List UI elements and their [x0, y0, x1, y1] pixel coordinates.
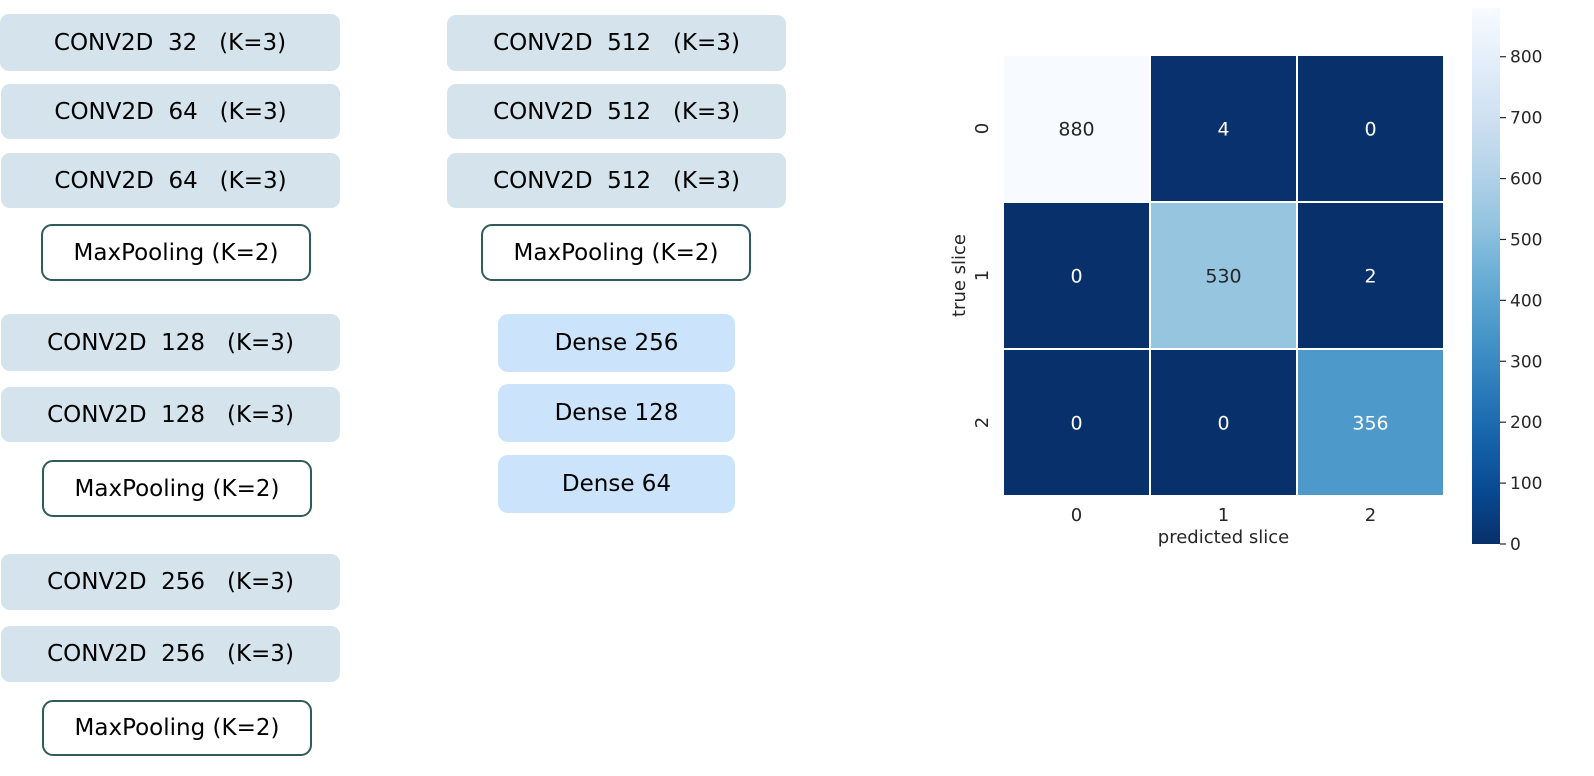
- cell-value-label: 4: [1217, 119, 1229, 141]
- conv-layer-block: CONV2D 32 (K=3): [0, 14, 340, 71]
- cell-value-label: 2: [1364, 266, 1376, 288]
- conv-layer-block: CONV2D 64 (K=3): [1, 153, 340, 208]
- heatmap-cell: [1296, 54, 1445, 203]
- y-axis-title: true slice: [949, 234, 970, 317]
- colorbar-tick-label: 300: [1510, 352, 1542, 372]
- y-tick-label: 1: [972, 270, 993, 281]
- heatmap-cell: [1002, 348, 1151, 497]
- cell-value-label: 0: [1217, 413, 1229, 435]
- x-tick-label: 2: [1365, 505, 1376, 526]
- cell-value-label: 0: [1070, 266, 1082, 288]
- conv-layer-block: CONV2D 128 (K=3): [1, 314, 340, 371]
- colorbar-tick-label: 800: [1510, 48, 1542, 68]
- cell-value-label: 880: [1058, 119, 1094, 141]
- conv-layer-block: CONV2D 256 (K=3): [1, 554, 340, 610]
- heatmap-cell: [1149, 54, 1298, 203]
- x-tick-label: 0: [1071, 505, 1082, 526]
- conv-layer-block: CONV2D 128 (K=3): [1, 387, 340, 442]
- colorbar-tick-label: 100: [1510, 474, 1542, 494]
- x-tick-label: 1: [1218, 505, 1229, 526]
- dense-layer-block: Dense 64: [498, 455, 735, 513]
- colorbar-tick-label: 400: [1510, 291, 1542, 311]
- colorbar-tick-label: 500: [1510, 230, 1542, 250]
- colorbar-tick-label: 0: [1510, 535, 1521, 555]
- cell-value-label: 0: [1070, 413, 1082, 435]
- y-tick-label: 0: [972, 123, 993, 134]
- colorbar-tick-label: 700: [1510, 109, 1542, 129]
- pool-layer-block: MaxPooling (K=2): [42, 460, 312, 517]
- heatmap-cell: [1002, 54, 1151, 203]
- y-tick-label: 2: [972, 417, 993, 428]
- heatmap-cell: [1296, 348, 1445, 497]
- colorbar: [1472, 8, 1500, 544]
- colorbar-tick-label: 200: [1510, 413, 1542, 433]
- conv-layer-block: CONV2D 512 (K=3): [447, 15, 786, 71]
- pool-layer-block: MaxPooling (K=2): [42, 700, 312, 756]
- cell-value-label: 0: [1364, 119, 1376, 141]
- heatmap-cell: [1296, 201, 1445, 350]
- x-axis-title: predicted slice: [1158, 527, 1289, 548]
- dense-layer-block: Dense 128: [498, 384, 735, 442]
- conv-layer-block: CONV2D 256 (K=3): [1, 626, 340, 682]
- heatmap-cell: [1149, 348, 1298, 497]
- heatmap-cell: [1149, 201, 1298, 350]
- conv-layer-block: CONV2D 64 (K=3): [1, 84, 340, 139]
- cell-value-label: 356: [1352, 413, 1388, 435]
- conv-layer-block: CONV2D 512 (K=3): [447, 153, 786, 208]
- conv-layer-block: CONV2D 512 (K=3): [447, 84, 786, 139]
- pool-layer-block: MaxPooling (K=2): [481, 224, 751, 281]
- dense-layer-block: Dense 256: [498, 314, 735, 372]
- pool-layer-block: MaxPooling (K=2): [41, 224, 311, 281]
- colorbar-tick-label: 600: [1510, 170, 1542, 190]
- cell-value-label: 530: [1205, 266, 1241, 288]
